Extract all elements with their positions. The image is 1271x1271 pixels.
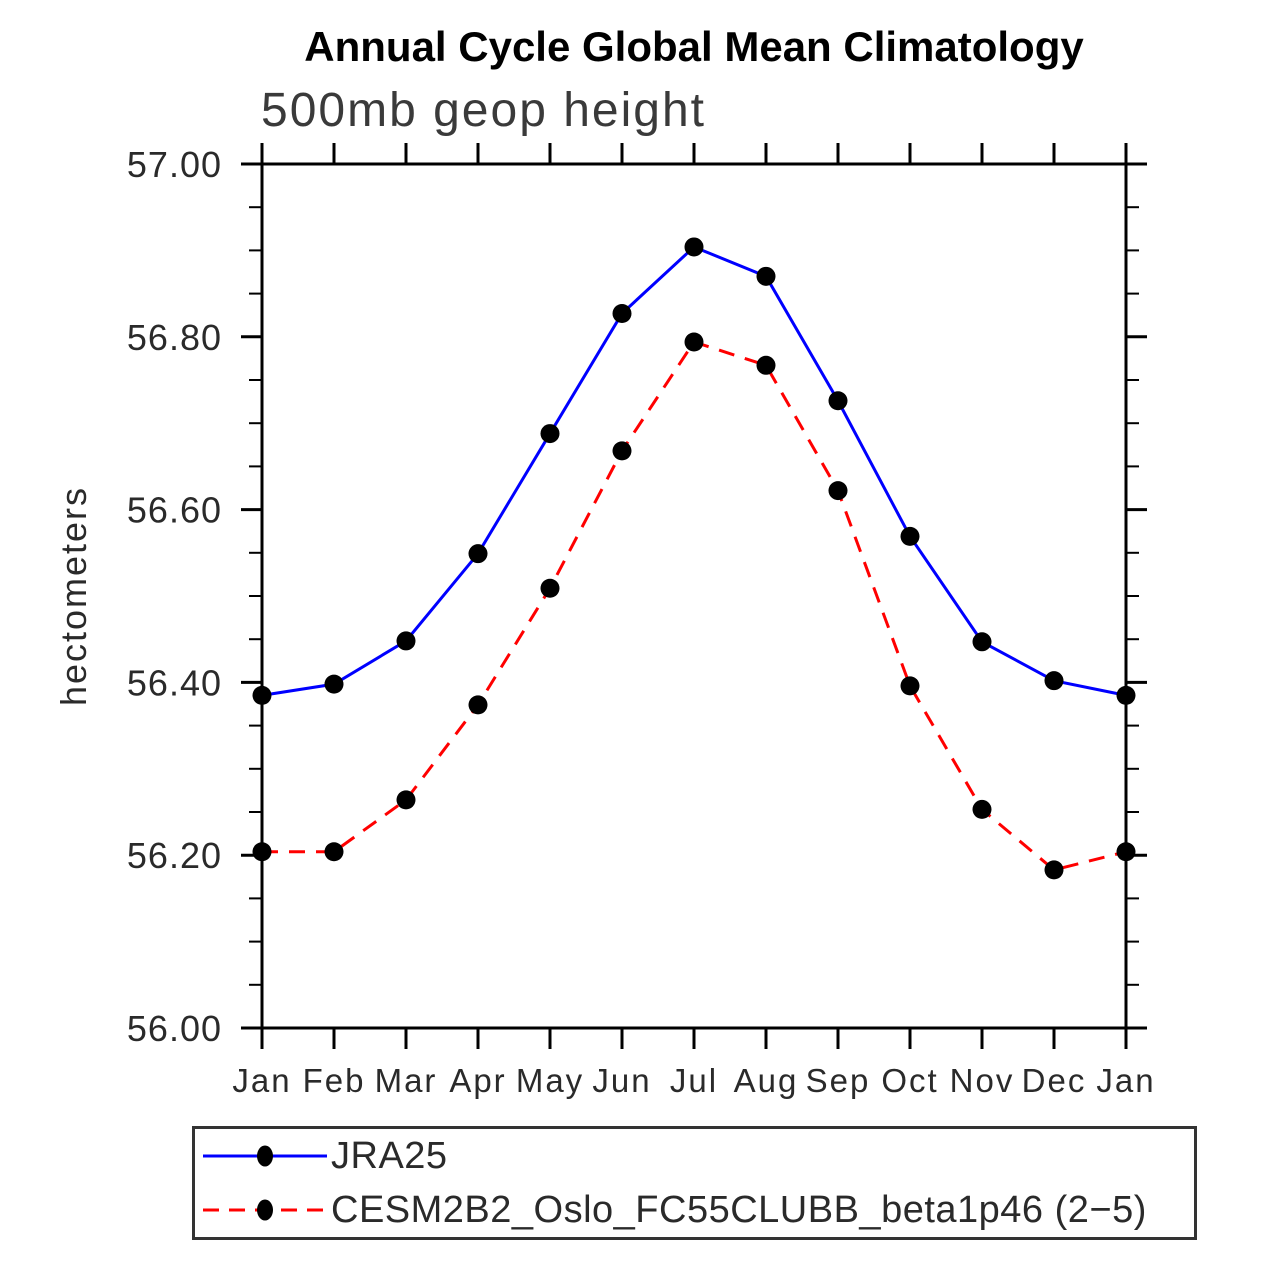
chart-title: Annual Cycle Global Mean Climatology	[304, 23, 1084, 70]
data-point-marker	[612, 441, 632, 461]
data-point-marker	[324, 674, 344, 694]
data-point-marker	[684, 237, 704, 257]
data-point-marker	[900, 526, 920, 546]
data-point-marker	[972, 799, 992, 819]
x-tick-label: Mar	[375, 1062, 438, 1099]
x-tick-label: Sep	[806, 1062, 871, 1099]
legend-line-sample-solid	[203, 1145, 327, 1167]
x-tick-label: Dec	[1022, 1062, 1087, 1099]
data-point-marker	[468, 695, 488, 715]
y-tick-label: 57.00	[127, 144, 222, 185]
data-point-marker	[1116, 685, 1136, 705]
data-point-marker	[252, 685, 272, 705]
data-point-marker	[900, 676, 920, 696]
data-point-marker	[756, 355, 776, 375]
legend-item-cesm2b2: CESM2B2_Oslo_FC55CLUBB_beta1p46 (2−5)	[195, 1185, 1194, 1235]
legend-line-sample-dashed	[203, 1199, 327, 1221]
y-tick-label: 56.40	[127, 662, 222, 703]
data-point-marker	[252, 842, 272, 862]
data-point-marker	[1044, 671, 1064, 691]
x-tick-label: Jan	[1096, 1062, 1155, 1099]
data-point-marker	[972, 632, 992, 652]
legend-item-jra25: JRA25	[195, 1131, 1194, 1181]
x-tick-label: Jan	[232, 1062, 291, 1099]
data-point-marker	[684, 332, 704, 352]
series-line-jra25	[261, 245, 1127, 697]
x-tick-label: Jul	[670, 1062, 718, 1099]
x-tick-label: Apr	[449, 1062, 506, 1099]
x-tick-label: Nov	[950, 1062, 1015, 1099]
series-line-cesm2b2	[262, 340, 1127, 872]
chart-legend: JRA25 CESM2B2_Oslo_FC55CLUBB_beta1p46 (2…	[192, 1126, 1197, 1240]
y-tick-label: 56.80	[127, 317, 222, 358]
x-tick-label: Feb	[303, 1062, 366, 1099]
data-point-marker	[828, 391, 848, 411]
data-point-marker	[396, 790, 416, 810]
x-tick-label: Jun	[592, 1062, 651, 1099]
plot-frame	[260, 162, 1128, 1030]
y-tick-label: 56.20	[127, 835, 222, 876]
data-point-marker	[324, 842, 344, 862]
x-tick-label: Aug	[734, 1062, 799, 1099]
y-tick-label: 56.60	[127, 490, 222, 531]
chart-subtitle: 500mb geop height	[261, 84, 706, 137]
legend-label-jra25: JRA25	[331, 1135, 448, 1177]
data-point-marker	[828, 481, 848, 501]
x-tick-label: May	[516, 1062, 584, 1099]
data-point-marker	[396, 631, 416, 651]
data-point-marker	[540, 578, 560, 598]
data-point-marker	[612, 303, 632, 323]
legend-label-cesm2b2: CESM2B2_Oslo_FC55CLUBB_beta1p46 (2−5)	[331, 1189, 1147, 1231]
data-point-marker	[468, 544, 488, 564]
data-point-marker	[540, 424, 560, 444]
x-tick-label: Oct	[881, 1062, 938, 1099]
y-tick-label: 56.00	[127, 1008, 222, 1049]
data-point-marker	[1044, 860, 1064, 880]
y-axis-title: hectometers	[53, 486, 94, 706]
data-point-marker	[756, 266, 776, 286]
data-point-marker	[1116, 842, 1136, 862]
